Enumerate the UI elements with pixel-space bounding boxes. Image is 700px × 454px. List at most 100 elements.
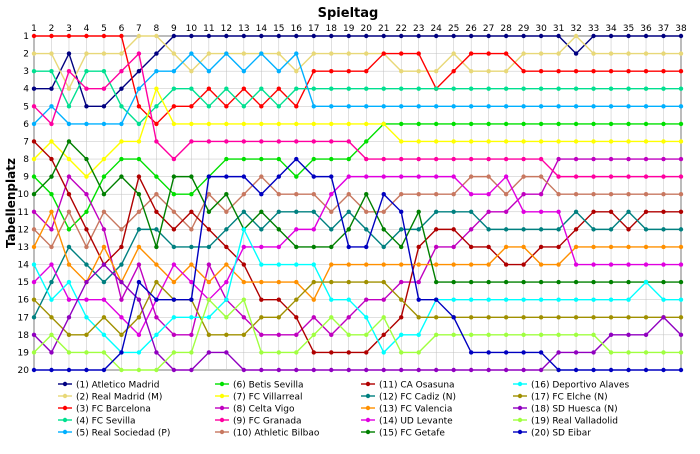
data-point: [433, 262, 439, 267]
data-point: [416, 350, 421, 355]
data-point: [259, 244, 264, 250]
data-point: [678, 262, 684, 267]
data-point: [259, 33, 264, 39]
data-point: [224, 279, 229, 285]
data-point: [171, 192, 177, 197]
data-point: [136, 33, 142, 39]
data-point: [486, 104, 491, 109]
data-point: [84, 367, 89, 373]
x-tick-label: 23: [413, 24, 424, 34]
data-point: [84, 192, 89, 197]
data-point: [276, 297, 282, 302]
data-point: [346, 68, 351, 74]
data-point: [486, 68, 491, 74]
data-point: [381, 297, 386, 302]
x-tick-label: 10: [186, 24, 198, 34]
data-point: [329, 350, 334, 355]
data-point: [364, 139, 369, 144]
data-point: [503, 68, 509, 74]
data-point: [154, 297, 159, 302]
data-point: [119, 244, 124, 250]
legend-item: (6) Betis Sevilla: [215, 381, 304, 391]
data-point: [556, 227, 561, 232]
data-point: [678, 209, 684, 214]
data-point: [276, 209, 282, 214]
data-point: [206, 209, 212, 214]
data-point: [329, 104, 334, 109]
data-point: [136, 156, 142, 162]
data-point: [189, 33, 194, 39]
data-point: [626, 350, 631, 355]
data-point: [154, 332, 159, 338]
data-point: [433, 227, 439, 232]
data-point: [31, 279, 37, 285]
data-point: [294, 174, 299, 179]
data-point: [171, 51, 177, 56]
data-point: [276, 332, 282, 338]
data-point: [486, 156, 491, 162]
data-point: [573, 192, 579, 197]
data-point: [224, 156, 229, 162]
data-point: [206, 139, 212, 144]
data-point: [364, 297, 369, 302]
data-point: [521, 192, 526, 197]
data-point: [399, 227, 404, 232]
data-point: [678, 174, 684, 179]
series-group: [31, 209, 684, 302]
legend-label: (14) UD Levante: [379, 417, 453, 427]
x-tick-label: 12: [221, 24, 232, 34]
data-point: [591, 279, 596, 285]
data-point: [84, 315, 89, 320]
series-line: [33, 209, 681, 301]
legend-label: (12) FC Cadiz (N): [379, 393, 456, 403]
data-point: [626, 244, 631, 250]
legend-label: (3) FC Barcelona: [76, 405, 151, 415]
data-point: [241, 156, 247, 162]
data-point: [678, 192, 684, 197]
data-point: [538, 139, 544, 144]
data-point: [591, 262, 596, 267]
data-point: [276, 279, 282, 285]
data-point: [136, 68, 142, 74]
y-tick-label: 2: [23, 50, 29, 60]
data-point: [468, 86, 474, 91]
legend-label: (13) FC Valencia: [379, 405, 452, 415]
legend-label: (4) FC Sevilla: [76, 417, 136, 427]
x-tick-label: 22: [395, 24, 406, 34]
data-point: [224, 297, 229, 302]
legend-swatch-marker: [517, 393, 523, 399]
data-point: [678, 297, 684, 302]
data-point: [241, 68, 247, 74]
data-point: [154, 315, 159, 320]
data-point: [311, 262, 316, 267]
data-point: [661, 156, 666, 162]
data-point: [31, 68, 37, 74]
data-point: [538, 104, 544, 109]
data-point: [346, 209, 351, 214]
data-point: [119, 104, 124, 109]
data-point: [294, 350, 299, 355]
data-point: [573, 332, 579, 338]
data-point: [486, 174, 491, 179]
data-point: [661, 315, 666, 320]
data-point: [136, 104, 142, 109]
data-point: [556, 315, 561, 320]
data-point: [433, 192, 439, 197]
x-tick-label: 25: [448, 24, 459, 34]
x-tick-label: 17: [308, 24, 319, 34]
data-point: [486, 86, 491, 91]
data-point: [189, 262, 194, 267]
data-point: [626, 33, 631, 39]
data-point: [49, 121, 54, 127]
data-point: [294, 192, 299, 197]
data-point: [538, 297, 544, 302]
data-point: [381, 367, 386, 373]
data-point: [451, 262, 456, 267]
data-point: [643, 262, 649, 267]
data-point: [119, 121, 124, 127]
data-point: [311, 350, 316, 355]
data-point: [294, 297, 299, 302]
data-point: [259, 350, 264, 355]
data-point: [556, 174, 561, 179]
